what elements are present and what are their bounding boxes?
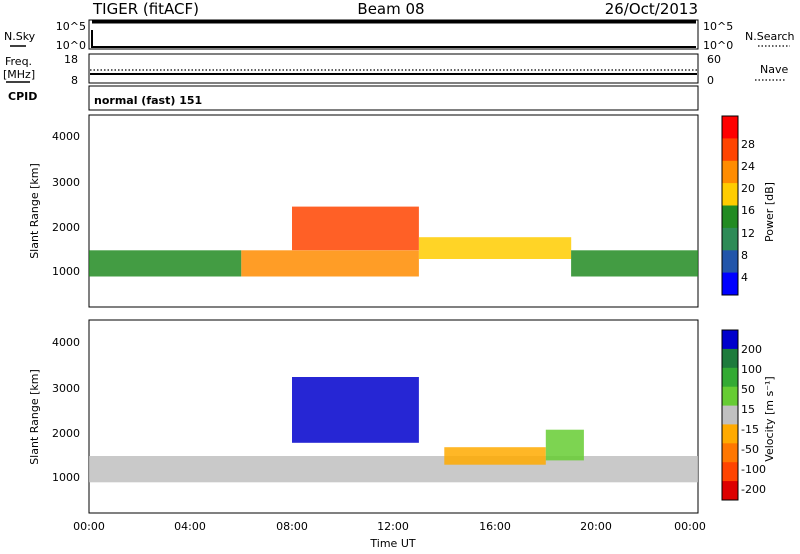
vel-cb-tick-m15: -15 <box>741 423 759 436</box>
nsky-strip-frame <box>88 19 699 50</box>
power-cb-tick-24: 24 <box>741 160 755 173</box>
vel-ytick-2000: 2000 <box>52 427 80 440</box>
freq-tick-bottom: 8 <box>71 74 78 87</box>
vel-cb-tick-50: 50 <box>741 383 755 396</box>
vel-cb-tick-m100: -100 <box>741 463 766 476</box>
power-colorbar-segment-2 <box>722 160 738 184</box>
power-panel <box>88 114 699 308</box>
power-colorbar <box>721 115 739 296</box>
nave-tick-top: 60 <box>707 53 721 66</box>
freq-label-bottom: [MHz] <box>3 68 35 81</box>
xtick-0: 00:00 <box>73 520 105 533</box>
power-colorbar-segment-7 <box>722 272 738 296</box>
freq-tick-top: 18 <box>64 53 78 66</box>
velocity-echo-region-3 <box>545 429 584 461</box>
nsearch-tick-top: 10^5 <box>703 20 733 33</box>
velocity-colorbar-segment-0 <box>722 330 738 350</box>
xtick-1: 04:00 <box>174 520 206 533</box>
vel-cb-tick-100: 100 <box>741 363 762 376</box>
power-cb-tick-20: 20 <box>741 182 755 195</box>
nsky-label: N.Sky <box>4 30 36 43</box>
velocity-echo-region-0 <box>89 456 698 483</box>
velocity-colorbar-frame <box>721 329 739 501</box>
power-ytick-4000: 4000 <box>52 130 80 143</box>
cpid-text: normal (fast) 151 <box>94 94 202 107</box>
nave-label: Nave <box>760 63 788 76</box>
vel-ytick-3000: 3000 <box>52 382 80 395</box>
velocity-colorbar <box>721 329 739 501</box>
xtick-3: 12:00 <box>377 520 409 533</box>
nsky-tick-top: 10^5 <box>56 20 86 33</box>
radar-title: TIGER (fitACF) <box>92 0 199 18</box>
date-title: 26/Oct/2013 <box>605 0 698 18</box>
vel-cb-tick-200: 200 <box>741 343 762 356</box>
power-echo-region-4 <box>571 250 698 277</box>
xtick-6: 00:00 <box>674 520 706 533</box>
vel-ytick-4000: 4000 <box>52 336 80 349</box>
x-axis-label: Time UT <box>369 537 415 550</box>
power-colorbar-segment-1 <box>722 138 738 162</box>
velocity-echo-region-1 <box>292 377 419 443</box>
power-colorbar-segment-6 <box>722 250 738 274</box>
vel-ylabel: Slant Range [km] <box>28 369 41 465</box>
power-ytick-1000: 1000 <box>52 265 80 278</box>
freq-label-top: Freq. <box>5 55 32 68</box>
velocity-colorbar-segment-3 <box>722 386 738 407</box>
xtick-5: 20:00 <box>580 520 612 533</box>
vel-cb-tick-m200: -200 <box>741 483 766 496</box>
nave-tick-bottom: 0 <box>707 74 714 87</box>
power-colorbar-segment-0 <box>722 116 738 139</box>
beam-title: Beam 08 <box>357 0 424 18</box>
velocity-colorbar-segment-8 <box>722 481 738 501</box>
power-cb-tick-4: 4 <box>741 271 748 284</box>
power-echo-region-1 <box>241 250 419 277</box>
power-cb-tick-8: 8 <box>741 249 748 262</box>
power-ytick-3000: 3000 <box>52 176 80 189</box>
power-cb-tick-16: 16 <box>741 204 755 217</box>
power-echo-region-3 <box>418 237 572 259</box>
xtick-4: 16:00 <box>479 520 511 533</box>
velocity-colorbar-segment-5 <box>722 424 738 444</box>
power-cb-tick-28: 28 <box>741 138 755 151</box>
nsearch-tick-bottom: 10^0 <box>703 39 733 52</box>
power-colorbar-segment-5 <box>722 227 738 251</box>
vel-cb-tick-15: 15 <box>741 403 755 416</box>
vel-cb-label: Velocity [m s⁻¹] <box>763 376 776 461</box>
cpid-strip-frame <box>88 85 699 111</box>
power-colorbar-frame <box>721 115 739 296</box>
power-colorbar-segment-4 <box>722 205 738 229</box>
velocity-colorbar-segment-2 <box>722 367 738 388</box>
vel-ytick-1000: 1000 <box>52 471 80 484</box>
power-ylabel: Slant Range [km] <box>28 163 41 259</box>
freq-strip-frame <box>88 53 699 84</box>
power-colorbar-segment-3 <box>722 183 738 206</box>
velocity-colorbar-segment-1 <box>722 348 738 369</box>
nsky-tick-bottom: 10^0 <box>56 39 86 52</box>
velocity-colorbar-segment-6 <box>722 443 738 463</box>
xtick-2: 08:00 <box>276 520 308 533</box>
velocity-colorbar-segment-7 <box>722 462 738 482</box>
nsearch-label: N.Search <box>745 30 795 43</box>
power-cb-label: Power [dB] <box>763 182 776 242</box>
power-cb-tick-12: 12 <box>741 227 755 240</box>
velocity-panel <box>88 319 699 514</box>
cpid-label: CPID <box>8 90 37 103</box>
velocity-echo-region-2 <box>444 447 546 465</box>
power-echo-region-0 <box>89 250 242 277</box>
power-echo-region-2 <box>292 206 419 251</box>
power-ytick-2000: 2000 <box>52 221 80 234</box>
velocity-colorbar-segment-4 <box>722 405 738 425</box>
vel-cb-tick-m50: -50 <box>741 443 759 456</box>
